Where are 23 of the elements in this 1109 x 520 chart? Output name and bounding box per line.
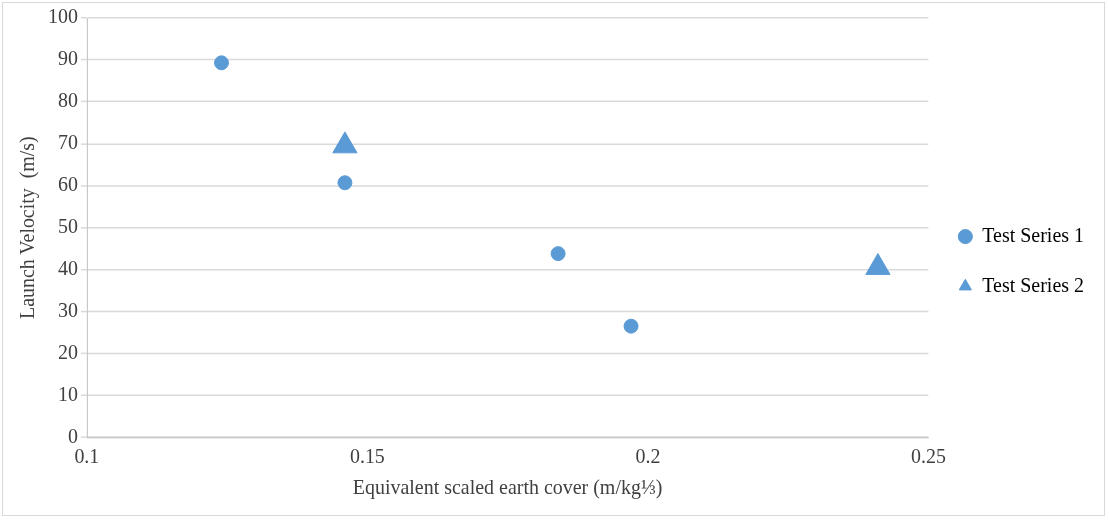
- point: [623, 318, 639, 334]
- point: [214, 55, 229, 71]
- y-tick-label: 90: [57, 47, 78, 70]
- y-tick-label: 50: [57, 214, 78, 237]
- y-tick-label: 10: [57, 382, 78, 405]
- legend-label: Test Series 1: [982, 223, 1085, 246]
- point: [337, 175, 353, 191]
- y-tick-label: 100: [47, 5, 78, 28]
- y-tick-label: 0: [67, 424, 78, 447]
- y-tick-label: 30: [57, 298, 78, 321]
- x-tick-label: 0.2: [635, 445, 661, 468]
- x-tick-label: 0.1: [74, 445, 100, 468]
- point: [550, 246, 566, 262]
- x-axis-title: Equivalent scaled earth cover (m/kg⅓): [352, 476, 663, 500]
- y-axis-title: Launch Velocity (m/s): [16, 136, 40, 319]
- y-tick-label: 70: [57, 131, 78, 153]
- y-tick-label: 60: [57, 172, 78, 195]
- x-tick-label: 0.15: [349, 445, 385, 468]
- legend-label: Test Series 2: [982, 273, 1085, 296]
- y-tick-label: 20: [57, 340, 78, 363]
- x-tick-label: 0.25: [910, 445, 946, 468]
- y-tick-label: 40: [57, 256, 78, 279]
- y-tick-label: 80: [57, 89, 78, 112]
